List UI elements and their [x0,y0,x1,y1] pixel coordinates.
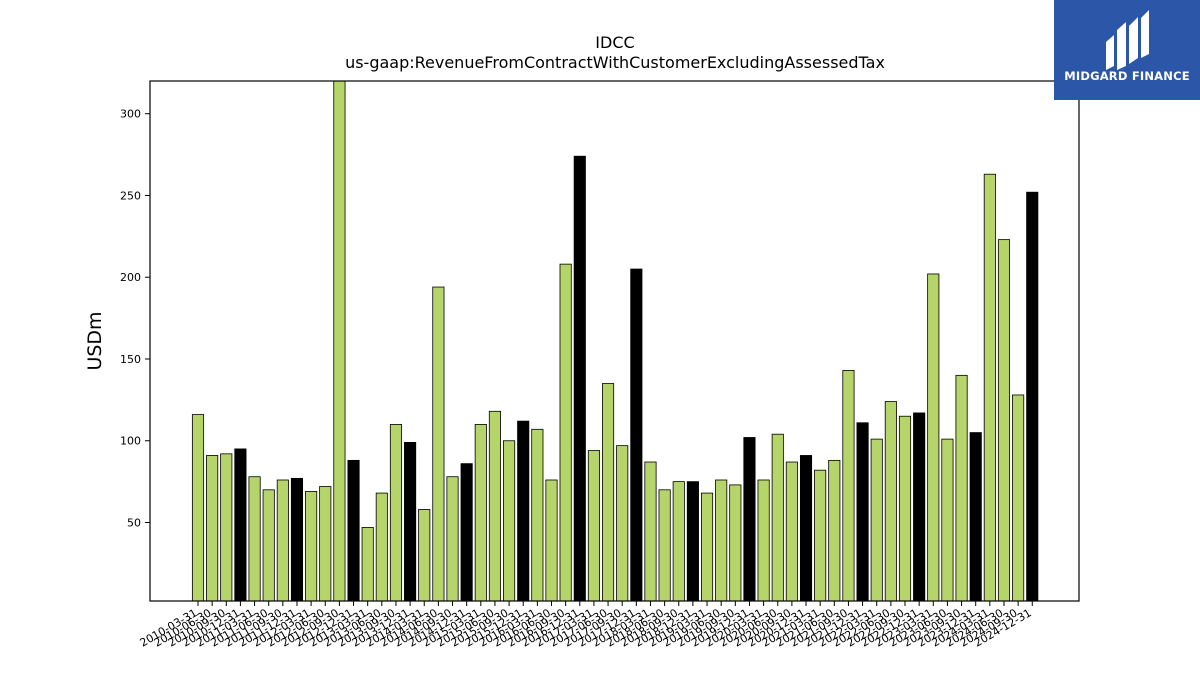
chart-title: IDCC [595,33,634,52]
bar-2023-06-30 [941,438,954,602]
bar-2019-03-31 [700,492,714,602]
bar-2019-09-30 [729,484,742,602]
bar-2014-12-31 [460,463,473,602]
bar-2014-09-30 [446,476,459,602]
bar-2017-03-31 [587,450,600,602]
bar-2022-09-30 [898,415,912,602]
bar-2016-12-31 [573,155,586,602]
bar-2015-09-30 [503,440,516,602]
bar-2021-12-31 [856,422,869,602]
y-tick-label: 200 [120,271,141,284]
bar-2013-03-31 [361,527,374,602]
bar-2024-06-30 [997,239,1011,602]
bar-2024-09-30 [1012,394,1025,602]
bar-2012-03-31 [305,491,318,602]
bar-2022-12-31 [913,412,926,602]
y-tick-label: 50 [127,517,141,530]
bar-2010-12-31 [234,448,247,602]
bar-2012-09-30 [333,80,346,602]
bar-2012-06-30 [319,486,332,602]
y-axis-label: USDm [84,311,106,370]
bar-2010-03-31 [191,414,205,602]
bar-2023-09-30 [955,374,968,602]
y-tick-label: 100 [120,435,141,448]
bar-2012-12-31 [347,459,360,602]
bar-2016-06-30 [545,479,558,602]
chart-subtitle: us-gaap:RevenueFromContractWithCustomerE… [345,53,885,72]
bar-2015-03-31 [474,423,487,602]
plot-frame [149,80,1080,602]
y-axis: 50 100 150 200 250 300 [120,108,150,530]
bar-2010-09-30 [220,453,233,602]
bar-2020-03-31 [757,479,770,602]
bar-2019-12-31 [743,437,756,602]
bar-2016-09-30 [559,263,572,602]
bar-2023-12-31 [969,432,982,602]
bar-2021-09-30 [842,370,855,602]
bar-2015-06-30 [488,410,501,602]
brand-logo: MIDGARD FINANCE [1054,0,1200,100]
bar-2011-03-31 [248,476,261,602]
bar-2014-03-31 [418,509,431,602]
y-tick-label: 300 [120,108,141,121]
bar-2013-12-31 [404,441,417,602]
y-tick-label: 150 [120,353,141,366]
bar-2021-06-30 [828,459,841,602]
bar-2020-12-31 [799,455,813,602]
bar-2017-09-30 [616,445,629,602]
bar-2011-09-30 [276,479,289,602]
bar-2010-06-30 [206,455,219,602]
bar-2021-03-31 [814,469,827,602]
bar-2018-06-30 [658,489,671,602]
bars-group [191,80,1039,602]
bar-2018-09-30 [672,481,685,602]
bar-2013-09-30 [389,423,403,602]
logo-mark-icon [1106,10,1149,70]
bar-2020-09-30 [785,461,798,602]
bar-2018-03-31 [644,461,657,602]
bar-2017-06-30 [602,383,615,602]
bar-2022-06-30 [884,401,897,602]
bar-2023-03-31 [927,273,940,602]
bar-2024-12-31 [1026,191,1039,602]
bar-2011-12-31 [290,477,304,602]
bar-2020-06-30 [771,433,784,602]
bar-2017-12-31 [630,268,643,602]
bar-2018-12-31 [686,481,699,602]
logo-text: MIDGARD FINANCE [1064,69,1190,83]
bar-2015-12-31 [517,420,530,602]
x-axis: 2010-03-312010-06-302010-09-302010-12-31… [138,601,1034,650]
bar-2011-06-30 [262,489,275,602]
y-tick-label: 250 [120,189,141,202]
bar-2022-03-31 [870,438,883,602]
bar-2014-06-30 [432,286,445,602]
bar-2016-03-31 [531,428,544,602]
bar-2024-03-31 [983,173,996,602]
bar-2019-06-30 [715,479,728,602]
bar-2013-06-30 [375,492,388,602]
